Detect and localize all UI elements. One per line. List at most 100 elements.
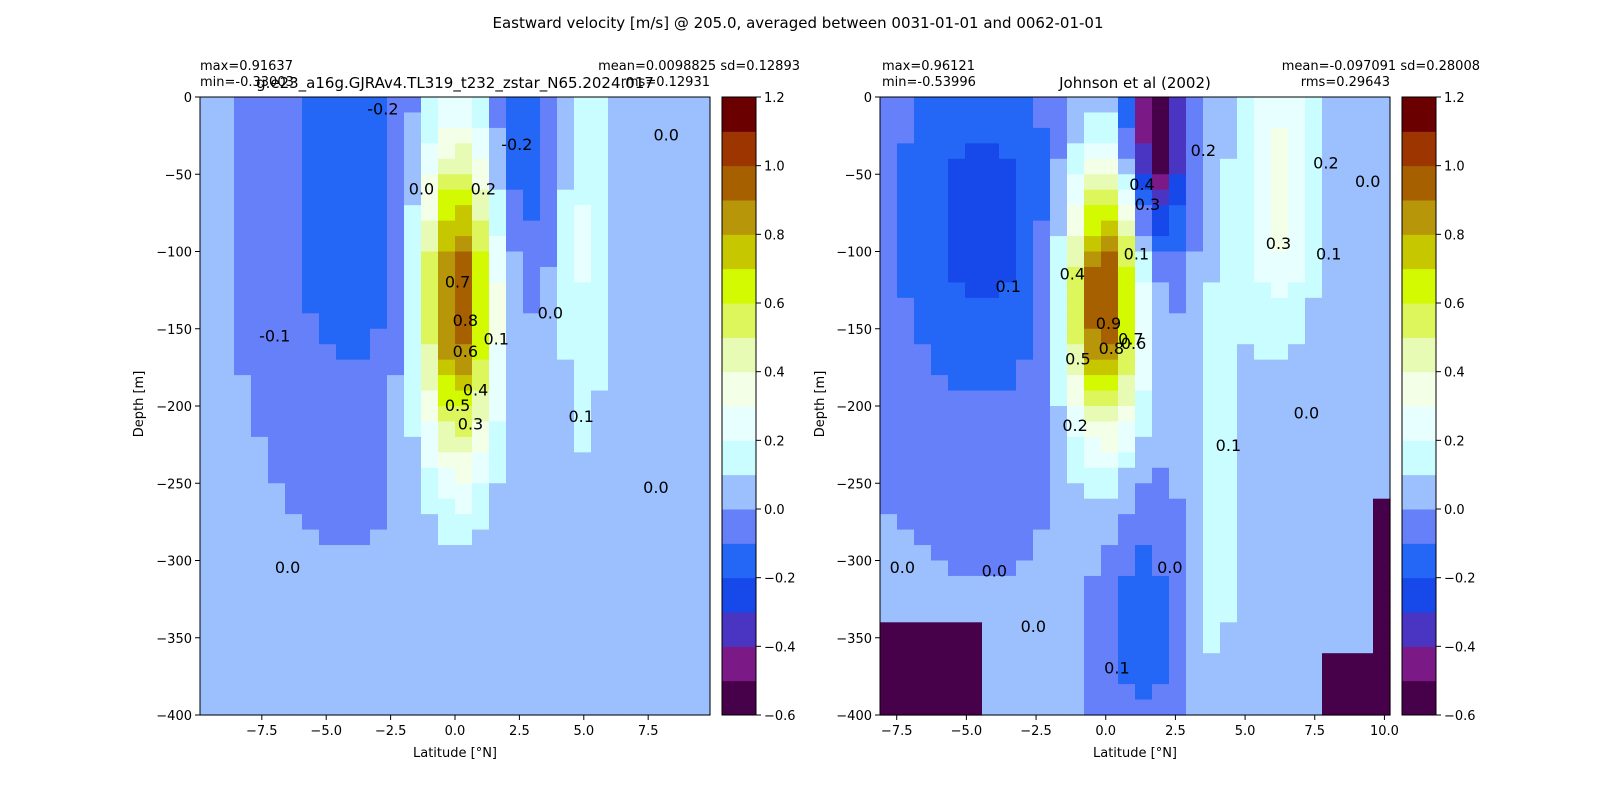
heatmap-cell xyxy=(1050,699,1068,716)
heatmap-cell xyxy=(1254,529,1272,546)
contour-label: 0.7 xyxy=(445,272,470,291)
heatmap-cell xyxy=(370,97,388,114)
heatmap-cell xyxy=(948,266,966,283)
heatmap-cell xyxy=(404,699,422,716)
heatmap-cell xyxy=(659,529,677,546)
heatmap-cell xyxy=(455,560,473,577)
y-tick-label: −100 xyxy=(156,246,192,261)
heatmap-cell xyxy=(540,622,558,639)
heatmap-cell xyxy=(999,514,1017,531)
heatmap-cell xyxy=(217,483,235,500)
heatmap-cell xyxy=(523,189,541,206)
heatmap-cell xyxy=(540,452,558,469)
heatmap-cell xyxy=(387,529,405,546)
colorbar-tick-label: 1.2 xyxy=(764,91,785,106)
heatmap-cell xyxy=(608,143,626,160)
heatmap-cell xyxy=(302,421,320,438)
y-tick-label: −150 xyxy=(156,323,192,338)
heatmap-cell xyxy=(693,390,711,407)
heatmap-cell xyxy=(642,483,660,500)
colorbar-tick-label: −0.4 xyxy=(1444,640,1476,655)
heatmap-cell xyxy=(625,575,643,592)
contour-label: 0.4 xyxy=(1129,175,1154,194)
heatmap-cell xyxy=(999,313,1017,330)
heatmap-cell xyxy=(1271,622,1289,639)
heatmap-cell xyxy=(676,498,694,515)
heatmap-cell xyxy=(1169,467,1187,484)
heatmap-cell xyxy=(506,297,524,314)
heatmap-cell xyxy=(1203,606,1221,623)
heatmap-cell xyxy=(200,483,218,500)
heatmap-cell xyxy=(489,575,507,592)
heatmap-cell xyxy=(438,313,456,330)
heatmap-cell xyxy=(404,390,422,407)
heatmap-cell xyxy=(234,653,252,670)
heatmap-cell xyxy=(1356,158,1374,175)
heatmap-cell xyxy=(1322,575,1340,592)
heatmap-cell xyxy=(1016,421,1034,438)
heatmap-cell xyxy=(455,421,473,438)
heatmap-cell xyxy=(1203,684,1221,701)
heatmap-cell xyxy=(1254,560,1272,577)
heatmap-cell xyxy=(931,97,949,114)
heatmap-cell xyxy=(591,591,609,608)
heatmap-cell xyxy=(200,575,218,592)
heatmap-cell xyxy=(1152,390,1170,407)
heatmap-cell xyxy=(1271,158,1289,175)
heatmap-cell xyxy=(693,699,711,716)
heatmap-cell xyxy=(1271,174,1289,191)
heatmap-cell xyxy=(1101,344,1119,361)
heatmap-cell xyxy=(251,560,269,577)
colorbar-swatch xyxy=(1402,680,1436,716)
heatmap-cell xyxy=(353,390,371,407)
heatmap-cell xyxy=(370,560,388,577)
heatmap-cell xyxy=(1356,467,1374,484)
heatmap-cell xyxy=(965,220,983,237)
heatmap-cell xyxy=(1288,452,1306,469)
heatmap-cell xyxy=(1254,251,1272,268)
heatmap-cell xyxy=(540,653,558,670)
heatmap-cell xyxy=(1288,622,1306,639)
heatmap-cell xyxy=(489,174,507,191)
heatmap-cell xyxy=(489,606,507,623)
heatmap-cell xyxy=(285,143,303,160)
heatmap-cell xyxy=(540,328,558,345)
heatmap-cell xyxy=(353,545,371,562)
heatmap-cell xyxy=(1135,189,1153,206)
heatmap-cell xyxy=(1101,359,1119,376)
stat-mean-sd: mean=0.0098825 sd=0.12893 xyxy=(598,59,800,74)
heatmap-cell xyxy=(1101,637,1119,654)
heatmap-cell xyxy=(234,236,252,253)
heatmap-cell xyxy=(438,406,456,423)
heatmap-cell xyxy=(1356,251,1374,268)
heatmap-cell xyxy=(353,297,371,314)
heatmap-cell xyxy=(557,282,575,299)
heatmap-cell xyxy=(999,498,1017,515)
heatmap-cell xyxy=(336,158,354,175)
heatmap-cell xyxy=(1084,637,1102,654)
contour-label: 0.1 xyxy=(1104,659,1129,678)
heatmap-cell xyxy=(251,236,269,253)
heatmap-cell xyxy=(914,699,932,716)
heatmap-cell xyxy=(387,591,405,608)
heatmap-cell xyxy=(353,514,371,531)
heatmap-cell xyxy=(302,560,320,577)
colorbar-swatch xyxy=(1402,509,1436,544)
heatmap-cell xyxy=(1322,97,1340,114)
heatmap-cell xyxy=(965,637,983,654)
heatmap-cell xyxy=(982,375,1000,392)
heatmap-cell xyxy=(676,297,694,314)
heatmap-cell xyxy=(591,545,609,562)
heatmap-cell xyxy=(591,637,609,654)
heatmap-cell xyxy=(1050,452,1068,469)
heatmap-cell xyxy=(387,545,405,562)
heatmap-cell xyxy=(659,653,677,670)
contour-label: 0.0 xyxy=(275,558,300,577)
heatmap-cell xyxy=(1186,97,1204,114)
heatmap-cell xyxy=(591,344,609,361)
heatmap-cell xyxy=(1033,421,1051,438)
heatmap-cell xyxy=(1067,390,1085,407)
heatmap-cell xyxy=(982,436,1000,453)
heatmap-cell xyxy=(1186,483,1204,500)
heatmap-cell xyxy=(982,684,1000,701)
